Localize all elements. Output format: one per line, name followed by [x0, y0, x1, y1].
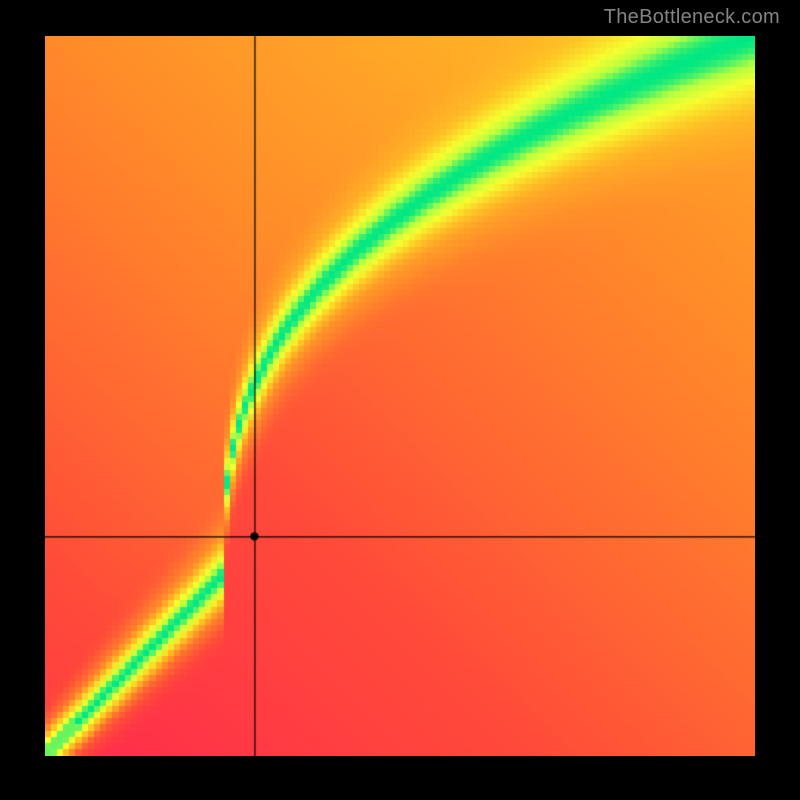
heatmap-canvas	[45, 36, 755, 756]
watermark-text: TheBottleneck.com	[604, 6, 780, 29]
chart-area	[45, 36, 755, 756]
chart-outer: TheBottleneck.com	[0, 0, 800, 800]
